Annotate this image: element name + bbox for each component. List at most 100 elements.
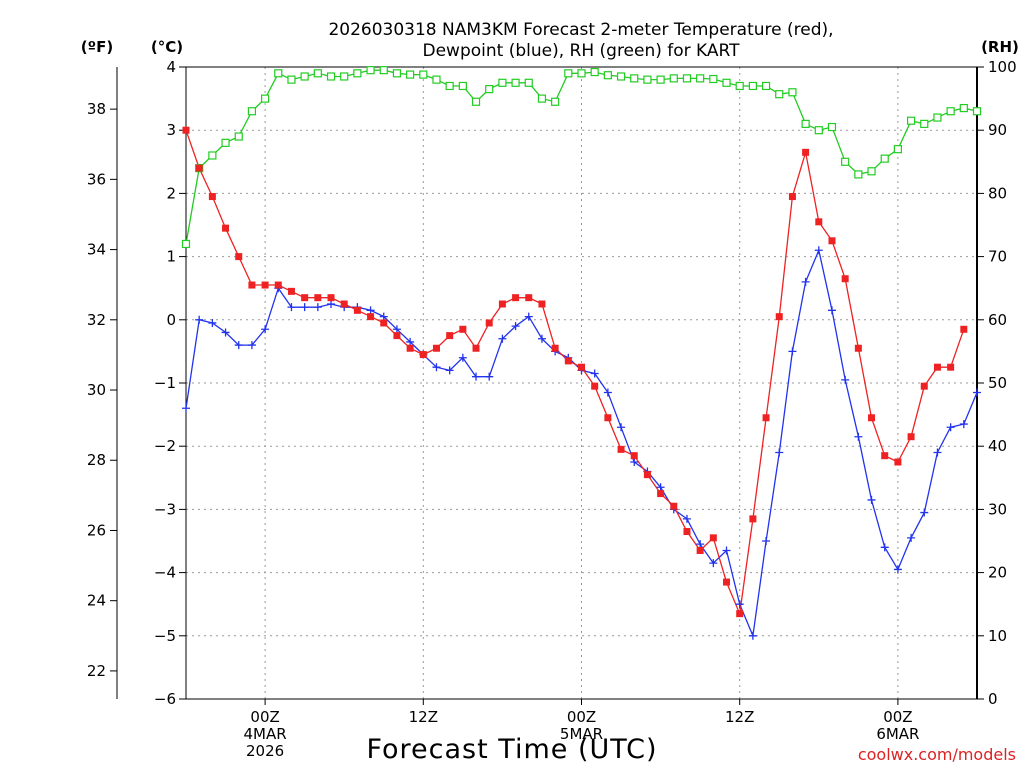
rh-tick-label: 0	[988, 690, 998, 708]
temperature-point	[907, 433, 915, 441]
celsius-tick-label: −4	[154, 564, 176, 582]
dewpoint-point	[775, 448, 784, 457]
dewpoint-point	[458, 353, 467, 362]
dewpoint-point	[445, 366, 454, 375]
temperature-point	[222, 224, 230, 232]
rh-point	[379, 66, 388, 75]
dewpoint-point	[234, 341, 243, 350]
rh-tick-label: 20	[988, 564, 1007, 582]
dewpoint-point	[722, 546, 731, 555]
axes: 43210−1−2−3−4−5−638363432302826242210090…	[87, 58, 1017, 760]
dewpoint-point	[788, 347, 797, 356]
dewpoint-point	[261, 325, 270, 334]
rh-point	[801, 119, 810, 128]
fahrenheit-tick-label: 26	[87, 521, 106, 539]
temperature-point	[841, 275, 849, 283]
dewpoint-point	[748, 631, 757, 640]
celsius-tick-label: −2	[154, 437, 176, 455]
rh-point	[946, 107, 955, 116]
rh-point	[788, 88, 797, 97]
rh-point	[577, 69, 586, 78]
rh-point	[643, 75, 652, 84]
rh-point	[841, 157, 850, 166]
series-lines	[185, 69, 978, 639]
temperature-point	[630, 452, 638, 460]
rh-tick-label: 50	[988, 374, 1007, 392]
rh-point	[696, 74, 705, 83]
rh-tick-label: 60	[988, 311, 1007, 329]
temperature-point	[604, 414, 612, 422]
rh-point	[458, 81, 467, 91]
rh-point	[814, 126, 823, 135]
dewpoint-point	[630, 458, 639, 466]
rh-point	[959, 103, 968, 113]
dewpoint-point	[432, 363, 441, 372]
fahrenheit-tick-label: 38	[87, 100, 106, 118]
temperature-point	[881, 452, 889, 460]
temperature-point	[828, 237, 836, 245]
x-axis-title: Forecast Time (UTC)	[366, 734, 657, 765]
unit-celsius-label: (°C)	[151, 38, 183, 56]
rh-point	[300, 72, 309, 81]
temperature-point	[670, 502, 678, 510]
temperature-point	[446, 332, 454, 340]
dewpoint-point	[472, 372, 481, 381]
rh-point	[181, 239, 191, 249]
rh-point	[827, 122, 837, 132]
temperature-point	[432, 344, 440, 352]
celsius-tick-label: 2	[166, 184, 176, 202]
rh-point	[353, 69, 362, 78]
rh-point	[511, 78, 520, 87]
temperature-point	[788, 193, 796, 201]
rh-point	[893, 145, 903, 154]
fahrenheit-tick-label: 34	[87, 241, 106, 259]
rh-point	[287, 75, 296, 84]
grid-lines	[186, 67, 977, 699]
x-tick-label: 12Z	[725, 708, 754, 726]
temperature-point	[749, 515, 757, 523]
rh-point	[234, 132, 243, 141]
rh-point	[709, 74, 718, 84]
dewpoint-point	[762, 537, 771, 545]
rh-point	[326, 72, 336, 81]
temperature-point	[419, 351, 427, 359]
dewpoint-point	[195, 315, 204, 324]
temperature-point	[182, 126, 190, 134]
temperature-point	[762, 414, 770, 422]
rh-point	[221, 138, 230, 147]
series-markers	[181, 66, 982, 640]
temperature-point	[327, 294, 335, 302]
dewpoint-point	[379, 312, 388, 321]
dewpoint-point	[959, 420, 968, 429]
temperature-point	[736, 610, 744, 618]
dewpoint-point	[920, 508, 929, 517]
rh-tick-label: 40	[988, 437, 1007, 455]
temperature-point	[393, 332, 401, 340]
rh-point	[261, 94, 270, 103]
fahrenheit-tick-label: 36	[87, 170, 106, 188]
dewpoint-point	[867, 495, 876, 504]
dewpoint-point	[801, 277, 810, 286]
dewpoint-point	[511, 322, 520, 331]
dewpoint-point	[524, 312, 533, 321]
dewpoint-point	[907, 533, 916, 542]
celsius-tick-label: 4	[166, 58, 176, 76]
dewpoint-point	[946, 423, 955, 432]
dewpoint-point	[287, 303, 296, 312]
rh-point	[445, 81, 454, 91]
temperature-point	[564, 357, 572, 365]
celsius-tick-label: 1	[166, 248, 176, 266]
rh-point	[603, 71, 612, 80]
dewpoint-point	[485, 372, 494, 381]
dewpoint-point	[406, 337, 415, 346]
rh-point	[590, 67, 599, 77]
rh-point	[313, 69, 322, 78]
dewpoint-point	[392, 325, 401, 334]
rh-point	[867, 167, 876, 176]
temperature-point	[301, 294, 309, 302]
unit-fahrenheit-label: (ºF)	[81, 38, 113, 56]
rh-point	[775, 90, 784, 99]
temperature-point	[947, 363, 955, 371]
chart-title-line1: 2026030318 NAM3KM Forecast 2-meter Tempe…	[328, 20, 833, 40]
temperature-point	[406, 344, 414, 352]
